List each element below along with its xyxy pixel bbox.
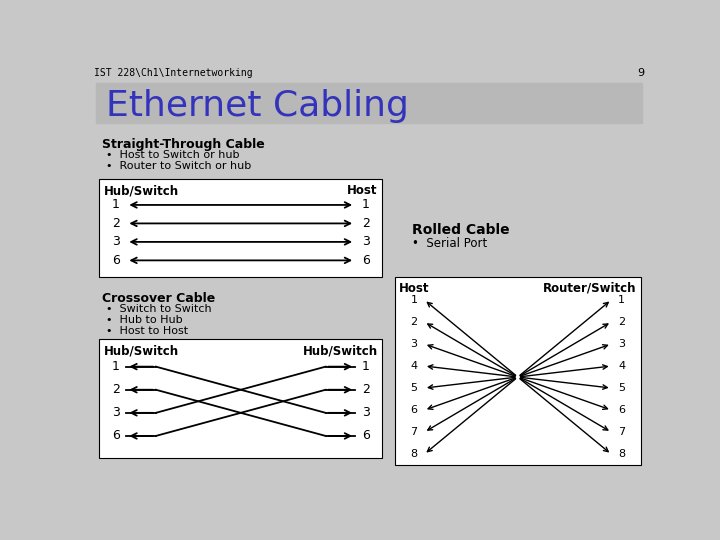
Text: 2: 2 <box>410 317 418 327</box>
Text: 1: 1 <box>618 295 625 305</box>
Text: 7: 7 <box>410 427 418 437</box>
Text: 6: 6 <box>362 254 370 267</box>
Text: 1: 1 <box>362 198 370 212</box>
Text: Hub/Switch: Hub/Switch <box>104 184 179 197</box>
Text: 3: 3 <box>362 235 370 248</box>
Bar <box>395 276 641 465</box>
Text: •  Switch to Switch: • Switch to Switch <box>106 304 211 314</box>
Bar <box>90 65 648 82</box>
Text: Straight-Through Cable: Straight-Through Cable <box>102 138 264 151</box>
Text: 7: 7 <box>618 427 625 437</box>
Text: 6: 6 <box>362 429 370 442</box>
Text: Host: Host <box>347 184 377 197</box>
Text: •  Host to Switch or hub: • Host to Switch or hub <box>106 150 239 160</box>
Text: 3: 3 <box>112 235 120 248</box>
Text: 4: 4 <box>410 361 418 371</box>
Text: 8: 8 <box>410 449 418 460</box>
Text: •  Hub to Hub: • Hub to Hub <box>106 315 182 325</box>
Text: 3: 3 <box>362 406 370 420</box>
Text: 3: 3 <box>618 339 625 349</box>
Text: 6: 6 <box>112 429 120 442</box>
Text: 6: 6 <box>618 405 625 415</box>
Text: 2: 2 <box>112 217 120 230</box>
Bar <box>99 179 382 278</box>
Text: 5: 5 <box>618 383 625 393</box>
Text: 1: 1 <box>112 360 120 373</box>
Text: Router/Switch: Router/Switch <box>543 282 636 295</box>
Text: IST 228\Ch1\Internetworking: IST 228\Ch1\Internetworking <box>94 68 253 78</box>
Text: 1: 1 <box>362 360 370 373</box>
Text: 6: 6 <box>112 254 120 267</box>
Text: •  Router to Switch or hub: • Router to Switch or hub <box>106 161 251 171</box>
Text: 2: 2 <box>112 383 120 396</box>
Text: 1: 1 <box>410 295 418 305</box>
Bar <box>99 339 382 458</box>
Bar <box>96 83 642 123</box>
Text: •  Host to Host: • Host to Host <box>106 326 188 336</box>
Text: 2: 2 <box>362 217 370 230</box>
Text: Ethernet Cabling: Ethernet Cabling <box>106 89 408 123</box>
Text: 3: 3 <box>112 406 120 420</box>
Text: 3: 3 <box>410 339 418 349</box>
Text: 2: 2 <box>362 383 370 396</box>
Text: 6: 6 <box>410 405 418 415</box>
Text: 4: 4 <box>618 361 625 371</box>
Text: 8: 8 <box>618 449 625 460</box>
Text: Crossover Cable: Crossover Cable <box>102 292 215 305</box>
Text: Rolled Cable: Rolled Cable <box>412 222 509 237</box>
Text: 1: 1 <box>112 198 120 212</box>
Text: Host: Host <box>399 282 430 295</box>
Text: 2: 2 <box>618 317 625 327</box>
Text: 5: 5 <box>410 383 418 393</box>
Text: Hub/Switch: Hub/Switch <box>302 345 377 357</box>
Text: •  Serial Port: • Serial Port <box>412 237 487 249</box>
Text: Hub/Switch: Hub/Switch <box>104 345 179 357</box>
Text: 9: 9 <box>637 68 644 78</box>
